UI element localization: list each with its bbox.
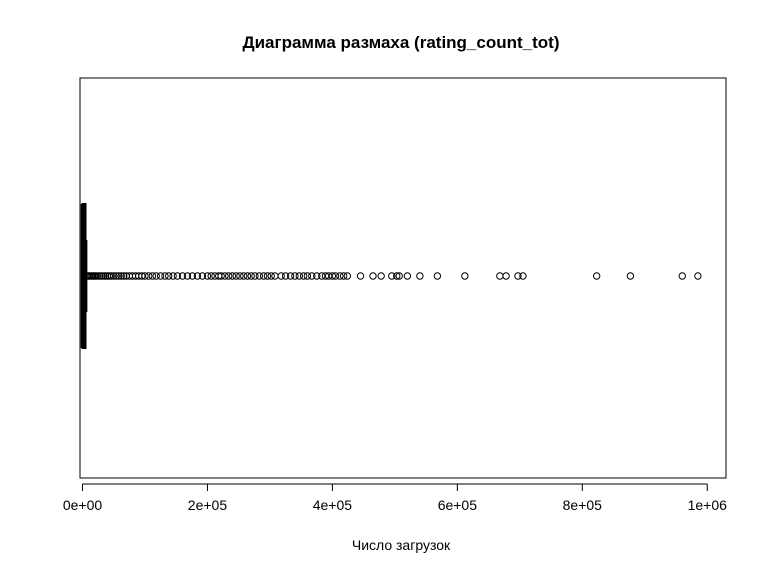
outlier-point [519, 272, 527, 280]
x-tick-label: 0e+00 [63, 497, 103, 513]
outlier-points [83, 272, 702, 280]
outlier-point [145, 272, 153, 280]
outlier-point [232, 272, 240, 280]
outlier-point [277, 272, 285, 280]
outlier-point [96, 272, 104, 280]
outlier-point [343, 272, 352, 280]
outlier-point [416, 272, 424, 280]
outlier-point [217, 272, 225, 280]
x-axis-label: Число загрузок [352, 537, 451, 553]
outlier-point [228, 272, 237, 280]
x-axis: 0e+00 2e+05 4e+05 6e+05 8e+05 1e+06 [63, 483, 728, 513]
chart-title: Диаграмма размаха (rating_count_tot) [243, 33, 560, 52]
outlier-point [239, 272, 248, 280]
outlier-point [303, 272, 312, 280]
outlier-point [183, 272, 192, 280]
outlier-point [221, 272, 229, 280]
x-tick-label: 4e+05 [313, 497, 353, 513]
outlier-point [152, 272, 160, 280]
x-tick-label: 8e+05 [563, 497, 603, 513]
x-tick-label: 2e+05 [188, 497, 228, 513]
outlier-point [267, 272, 275, 280]
outlier-point [295, 272, 303, 280]
outlier-point [161, 272, 169, 280]
outlier-point [308, 272, 316, 280]
outlier-point [148, 272, 157, 280]
outlier-point [377, 272, 385, 280]
outlier-point [592, 272, 601, 280]
outlier-point [224, 272, 233, 280]
outlier-point [169, 272, 177, 280]
outlier-point [461, 272, 469, 280]
outlier-point [141, 272, 149, 280]
plot-frame [79, 77, 727, 479]
outlier-point [173, 272, 182, 280]
outlier-point [178, 272, 187, 280]
outlier-point [156, 272, 165, 280]
outlier-point [433, 272, 442, 280]
outlier-point [291, 272, 299, 280]
outlier-point [203, 272, 212, 280]
outlier-point [101, 272, 110, 280]
outlier-point [313, 272, 321, 280]
outlier-point [393, 272, 401, 280]
outlier-point [281, 272, 290, 280]
outlier-point [251, 272, 259, 280]
outlier-point [403, 272, 412, 280]
outlier-point [514, 272, 522, 280]
outlier-point [356, 272, 365, 280]
outlier-point [694, 272, 702, 280]
outlier-point [339, 272, 348, 280]
outlier-point [165, 272, 173, 280]
x-tick-label: 6e+05 [438, 497, 478, 513]
outlier-point [92, 272, 100, 280]
outlier-point [271, 272, 279, 280]
outlier-point [188, 272, 197, 280]
x-tick-label: 1e+06 [688, 497, 728, 513]
outlier-point [98, 272, 106, 280]
outlier-point [299, 272, 308, 280]
outlier-point [255, 272, 264, 280]
outlier-point [328, 272, 337, 280]
outlier-point [120, 272, 128, 280]
outlier-point [247, 272, 255, 280]
outlier-point [112, 272, 120, 280]
outlier-point [331, 272, 340, 280]
outlier-point [286, 272, 295, 280]
outlier-point [626, 272, 635, 280]
outlier-point [263, 272, 272, 280]
outlier-point [193, 272, 202, 280]
outlier-point [496, 272, 504, 280]
outlier-point [395, 272, 403, 280]
outlier-point [678, 272, 686, 280]
outlier-point [100, 272, 108, 280]
outlier-point [502, 272, 510, 280]
outlier-point [107, 272, 115, 280]
outlier-point [259, 272, 268, 280]
outlier-point [115, 272, 123, 280]
outlier-point [236, 272, 244, 280]
outlier-point [336, 272, 344, 280]
outlier-point [198, 272, 207, 280]
outlier-point [207, 272, 215, 280]
outlier-point [388, 272, 396, 280]
outlier-point [94, 272, 102, 280]
outlier-point [243, 272, 252, 280]
outlier-point [369, 272, 377, 280]
outlier-point [117, 272, 125, 280]
outlier-point [110, 272, 118, 280]
